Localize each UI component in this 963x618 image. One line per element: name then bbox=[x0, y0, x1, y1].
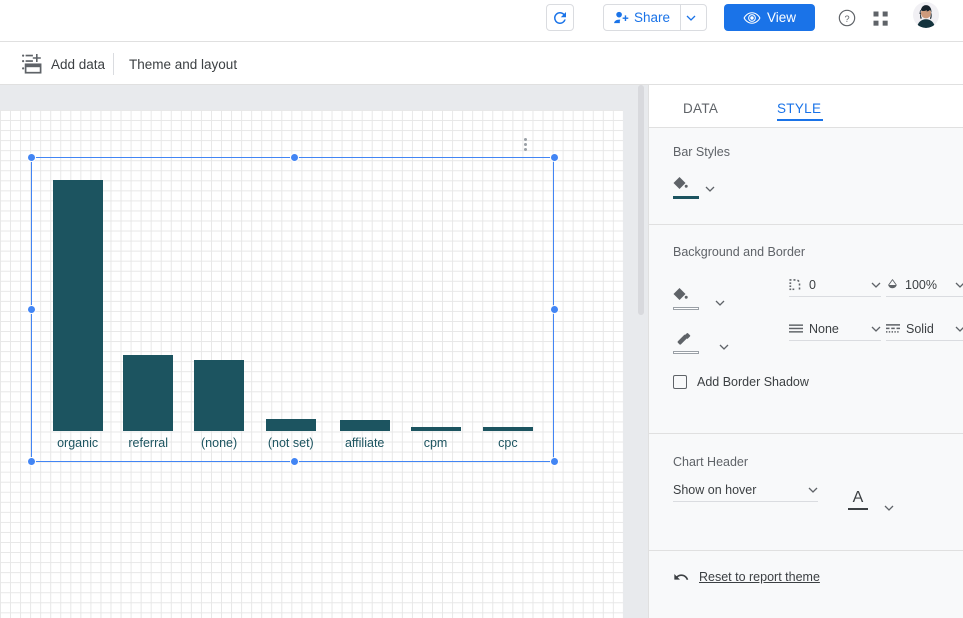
svg-text:?: ? bbox=[844, 14, 849, 24]
